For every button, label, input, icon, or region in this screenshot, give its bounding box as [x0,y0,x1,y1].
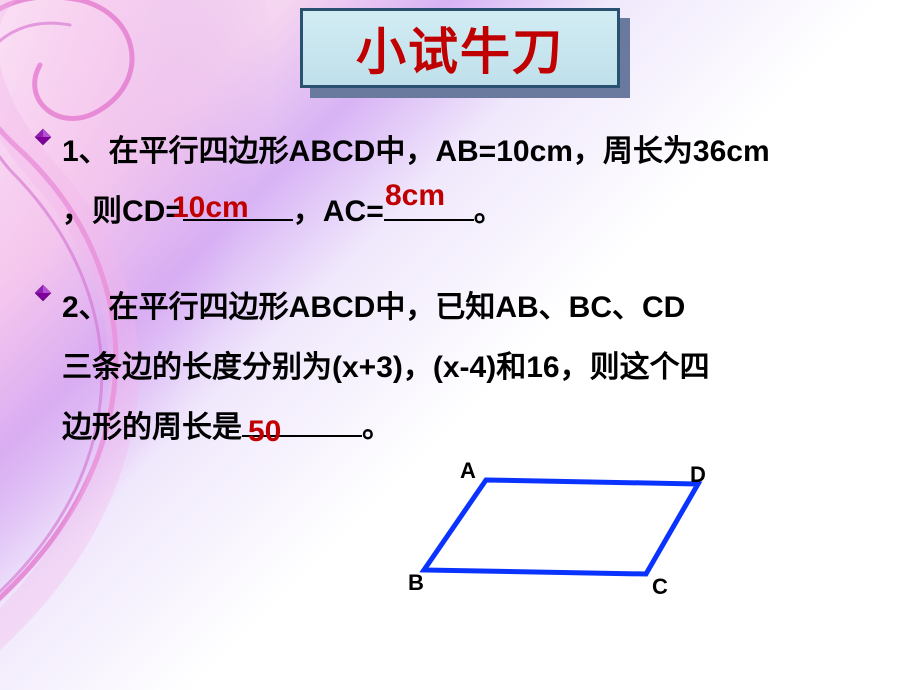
question-2: 2、在平行四边形ABCD中，已知AB、BC、CD 三条边的长度分别为(x+3)，… [36,278,890,458]
q2-line3a: 边形的周长是 [62,411,242,444]
question-2-text: 2、在平行四边形ABCD中，已知AB、BC、CD 三条边的长度分别为(x+3)，… [62,278,890,458]
diamond-bullet-icon [34,284,52,302]
title-text: 小试牛刀 [356,12,564,84]
vertex-label-a: A [460,458,476,484]
q1-mid2: ，AC= [293,195,384,228]
answer-1-cd: 10cm [172,191,249,225]
vertex-label-c: C [652,574,668,600]
q2-line1: 2、在平行四边形ABCD中，已知AB、BC、CD [62,291,685,324]
parallelogram-diagram: A D B C [398,458,738,618]
title-container: 小试牛刀 [300,8,620,88]
diamond-bullet-icon [34,128,52,146]
q2-line3b: 。 [362,411,392,444]
q1-prefix: 1、在平行四边形ABCD中，AB=10cm，周长为36cm [62,135,770,168]
q1-suffix: 。 [474,195,504,228]
slide-content: 小试牛刀 1、在平行四边形ABCD中，AB=10cm，周长为36cm ，则CD=… [0,0,920,690]
q1-mid1: ，则CD= [62,195,183,228]
title-box: 小试牛刀 [300,8,620,88]
q2-line2: 三条边的长度分别为(x+3)，(x-4)和16，则这个四 [62,351,710,384]
question-1: 1、在平行四边形ABCD中，AB=10cm，周长为36cm ，则CD= ，AC= 。 [36,122,890,242]
vertex-label-d: D [690,462,706,488]
answer-2-perimeter: 50 [248,415,281,449]
parallelogram-svg [398,458,738,618]
parallelogram-shape [424,480,698,574]
vertex-label-b: B [408,570,424,596]
answer-1-ac: 8cm [385,179,445,213]
